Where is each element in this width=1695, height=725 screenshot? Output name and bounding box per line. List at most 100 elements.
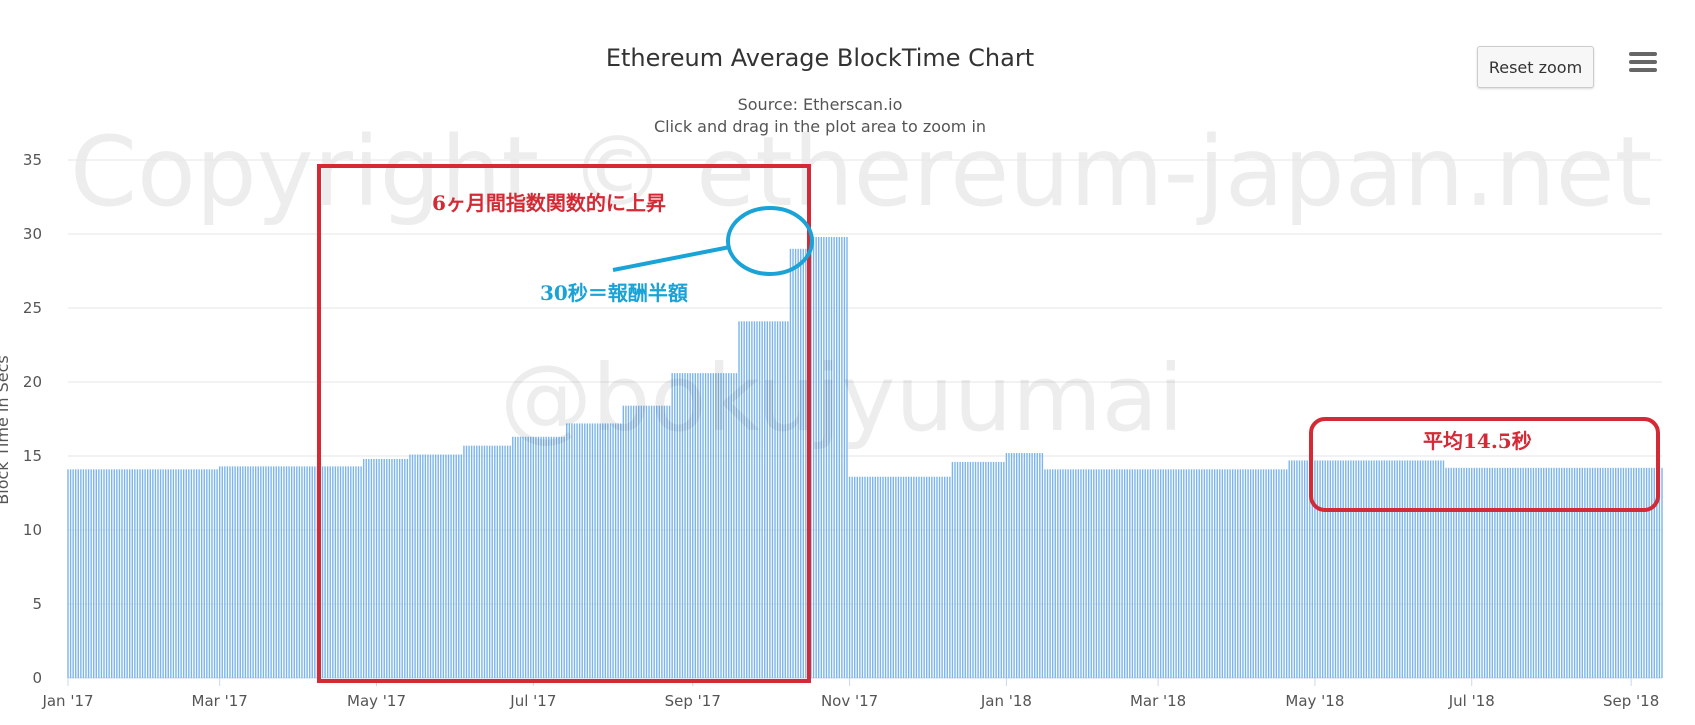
bar[interactable] bbox=[836, 236, 838, 678]
bar[interactable] bbox=[748, 321, 751, 678]
bar[interactable] bbox=[997, 461, 1000, 678]
bar[interactable] bbox=[663, 405, 666, 678]
bar[interactable] bbox=[414, 454, 416, 678]
bar[interactable] bbox=[1584, 467, 1586, 678]
bar[interactable] bbox=[1478, 467, 1481, 678]
plot-area[interactable] bbox=[67, 236, 1663, 679]
bar[interactable] bbox=[560, 436, 563, 678]
bar[interactable] bbox=[915, 476, 918, 678]
bar[interactable] bbox=[581, 423, 583, 678]
bar[interactable] bbox=[362, 458, 365, 678]
bar[interactable] bbox=[265, 466, 267, 678]
bar[interactable] bbox=[1550, 467, 1553, 678]
bar[interactable] bbox=[213, 469, 216, 678]
bar[interactable] bbox=[411, 454, 414, 678]
bar[interactable] bbox=[360, 466, 362, 678]
bar[interactable] bbox=[563, 436, 565, 678]
bar[interactable] bbox=[640, 405, 643, 678]
bar[interactable] bbox=[1525, 467, 1527, 678]
bar[interactable] bbox=[1417, 460, 1419, 678]
bar[interactable] bbox=[1188, 469, 1190, 678]
bar[interactable] bbox=[1388, 460, 1391, 678]
bar[interactable] bbox=[1216, 469, 1218, 678]
bar[interactable] bbox=[1177, 469, 1180, 678]
bar[interactable] bbox=[802, 248, 804, 679]
bar[interactable] bbox=[789, 248, 792, 679]
bar[interactable] bbox=[308, 466, 311, 678]
bar[interactable] bbox=[784, 321, 786, 678]
bar[interactable] bbox=[1368, 460, 1370, 678]
bar[interactable] bbox=[1375, 460, 1378, 678]
bar[interactable] bbox=[679, 373, 681, 678]
bar[interactable] bbox=[823, 236, 825, 678]
bar[interactable] bbox=[1000, 461, 1002, 678]
bar[interactable] bbox=[442, 454, 445, 678]
bar[interactable] bbox=[1198, 469, 1200, 678]
bar[interactable] bbox=[1555, 467, 1558, 678]
bar[interactable] bbox=[260, 466, 262, 678]
bar[interactable] bbox=[1643, 467, 1645, 678]
bar[interactable] bbox=[416, 454, 419, 678]
bar[interactable] bbox=[429, 454, 432, 678]
bar[interactable] bbox=[1080, 469, 1082, 678]
bar[interactable] bbox=[1414, 460, 1416, 678]
bar[interactable] bbox=[1208, 469, 1211, 678]
bar[interactable] bbox=[139, 469, 141, 678]
bar[interactable] bbox=[787, 321, 789, 678]
bar[interactable] bbox=[342, 466, 344, 678]
bar[interactable] bbox=[715, 373, 717, 678]
bar[interactable] bbox=[908, 476, 910, 678]
bar[interactable] bbox=[388, 458, 391, 678]
bar[interactable] bbox=[877, 476, 879, 678]
bar[interactable] bbox=[1435, 460, 1437, 678]
bar[interactable] bbox=[987, 461, 990, 678]
bar[interactable] bbox=[1134, 469, 1136, 678]
bar[interactable] bbox=[491, 445, 493, 678]
bar[interactable] bbox=[452, 454, 455, 678]
bar[interactable] bbox=[650, 405, 653, 678]
bar[interactable] bbox=[162, 469, 164, 678]
bar[interactable] bbox=[869, 476, 871, 678]
bar[interactable] bbox=[725, 373, 727, 678]
bar[interactable] bbox=[949, 476, 951, 678]
bar[interactable] bbox=[1561, 467, 1563, 678]
bar[interactable] bbox=[681, 373, 684, 678]
bar[interactable] bbox=[1054, 469, 1056, 678]
bar[interactable] bbox=[1113, 469, 1116, 678]
bar[interactable] bbox=[288, 466, 290, 678]
bar[interactable] bbox=[1072, 469, 1074, 678]
bar[interactable] bbox=[1159, 469, 1162, 678]
bar[interactable] bbox=[933, 476, 936, 678]
bar[interactable] bbox=[1303, 460, 1306, 678]
bar[interactable] bbox=[535, 436, 537, 678]
bar[interactable] bbox=[1087, 469, 1090, 678]
bar[interactable] bbox=[409, 454, 411, 678]
bar[interactable] bbox=[1051, 469, 1054, 678]
bar[interactable] bbox=[424, 454, 427, 678]
bar[interactable] bbox=[1103, 469, 1105, 678]
bar[interactable] bbox=[458, 454, 460, 678]
bar[interactable] bbox=[674, 373, 676, 678]
bar[interactable] bbox=[378, 458, 380, 678]
bar[interactable] bbox=[470, 445, 473, 678]
bar[interactable] bbox=[761, 321, 763, 678]
bar[interactable] bbox=[1378, 460, 1380, 678]
bar[interactable] bbox=[1579, 467, 1581, 678]
bar[interactable] bbox=[157, 469, 159, 678]
bar[interactable] bbox=[396, 458, 398, 678]
bar[interactable] bbox=[401, 458, 403, 678]
bar[interactable] bbox=[1537, 467, 1540, 678]
bar[interactable] bbox=[782, 321, 784, 678]
bar[interactable] bbox=[1064, 469, 1067, 678]
bar[interactable] bbox=[1314, 460, 1316, 678]
bar[interactable] bbox=[566, 423, 568, 678]
bar[interactable] bbox=[193, 469, 195, 678]
bar[interactable] bbox=[712, 373, 715, 678]
bar[interactable] bbox=[1026, 453, 1028, 678]
bar[interactable] bbox=[370, 458, 373, 678]
bar[interactable] bbox=[702, 373, 704, 678]
bar[interactable] bbox=[275, 466, 277, 678]
bar[interactable] bbox=[1337, 460, 1339, 678]
bar[interactable] bbox=[1566, 467, 1568, 678]
bar[interactable] bbox=[1473, 467, 1476, 678]
